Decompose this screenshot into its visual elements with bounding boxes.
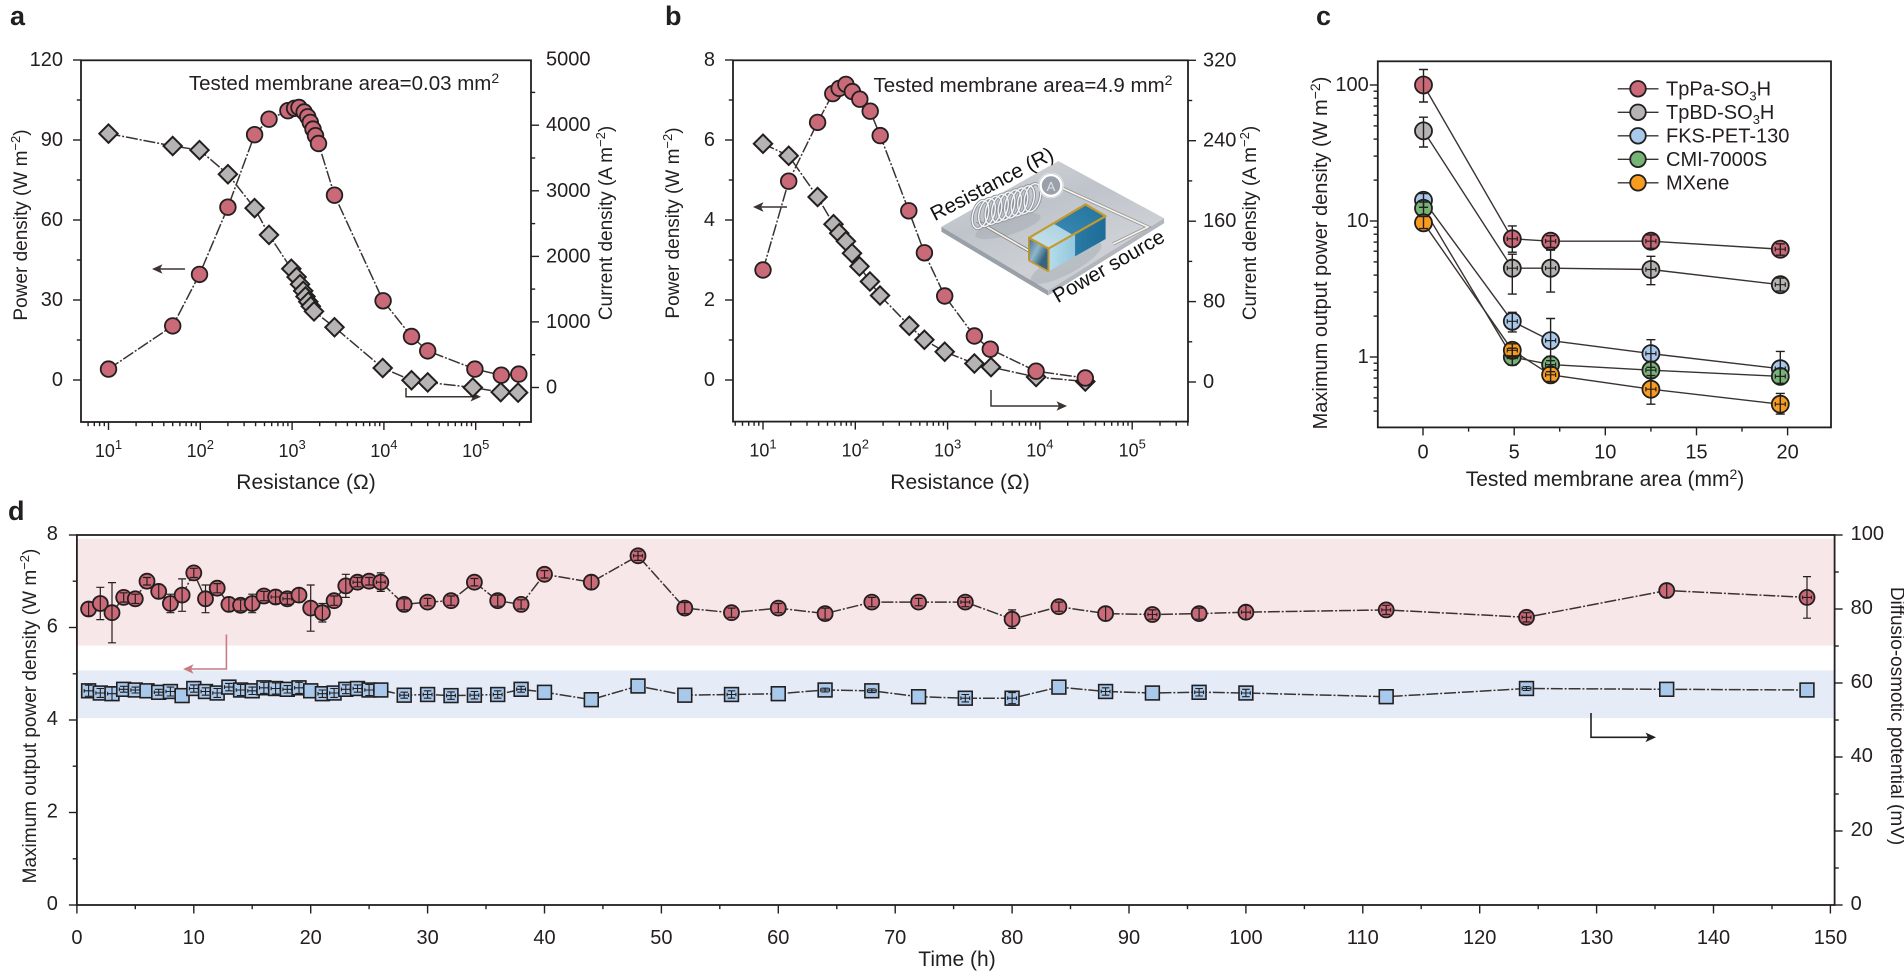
svg-text:110: 110 xyxy=(1347,927,1379,949)
svg-text:5000: 5000 xyxy=(546,49,591,71)
svg-text:8: 8 xyxy=(47,523,58,545)
svg-text:c: c xyxy=(1316,1,1331,31)
svg-text:2: 2 xyxy=(47,801,58,823)
svg-text:130: 130 xyxy=(1580,927,1613,949)
svg-text:150: 150 xyxy=(1814,927,1847,949)
svg-text:120: 120 xyxy=(1463,927,1496,949)
svg-text:0: 0 xyxy=(1851,893,1862,915)
svg-text:15: 15 xyxy=(1685,441,1707,463)
svg-text:40: 40 xyxy=(1851,745,1873,767)
svg-text:30: 30 xyxy=(416,927,438,949)
svg-text:Time (h): Time (h) xyxy=(918,948,995,971)
svg-text:A: A xyxy=(1047,179,1056,194)
svg-text:0: 0 xyxy=(1203,371,1214,393)
svg-text:Current density (A m−2): Current density (A m−2) xyxy=(1237,126,1261,320)
svg-text:Current density (A m−2): Current density (A m−2) xyxy=(593,126,617,320)
svg-text:120: 120 xyxy=(30,49,63,71)
svg-text:Resistance (Ω): Resistance (Ω) xyxy=(236,471,375,494)
svg-text:20: 20 xyxy=(300,927,322,949)
svg-text:3000: 3000 xyxy=(546,180,591,202)
svg-text:6: 6 xyxy=(704,129,715,151)
svg-text:6: 6 xyxy=(47,616,58,638)
svg-text:20: 20 xyxy=(1851,819,1873,841)
svg-text:100: 100 xyxy=(1229,927,1262,949)
svg-text:a: a xyxy=(10,1,26,31)
svg-text:10: 10 xyxy=(1594,441,1616,463)
svg-text:0: 0 xyxy=(71,927,82,949)
svg-text:Tested membrane area=4.9 mm2: Tested membrane area=4.9 mm2 xyxy=(874,72,1173,97)
svg-text:60: 60 xyxy=(41,209,63,231)
svg-text:50: 50 xyxy=(650,927,672,949)
svg-text:0: 0 xyxy=(47,893,58,915)
svg-text:320: 320 xyxy=(1203,49,1236,71)
svg-text:Maximum output power density (: Maximum output power density (W m−2) xyxy=(17,549,41,884)
svg-text:70: 70 xyxy=(884,927,906,949)
svg-text:Power density (W m−2): Power density (W m−2) xyxy=(8,129,32,320)
svg-text:MXene: MXene xyxy=(1666,172,1729,194)
svg-text:0: 0 xyxy=(1417,441,1428,463)
svg-text:60: 60 xyxy=(1851,671,1873,693)
svg-text:100: 100 xyxy=(1851,523,1884,545)
svg-text:90: 90 xyxy=(41,129,63,151)
svg-text:Tested membrane area=0.03 mm2: Tested membrane area=0.03 mm2 xyxy=(189,70,500,95)
svg-text:d: d xyxy=(8,496,25,526)
svg-text:90: 90 xyxy=(1118,927,1140,949)
svg-text:5: 5 xyxy=(1509,441,1520,463)
svg-text:Maximum output power density (: Maximum output power density (W m−2) xyxy=(1307,77,1332,430)
svg-text:80: 80 xyxy=(1001,927,1023,949)
svg-text:Tested membrane area (mm2): Tested membrane area (mm2) xyxy=(1466,466,1745,491)
svg-text:4000: 4000 xyxy=(546,114,591,136)
svg-text:240: 240 xyxy=(1203,130,1236,152)
svg-text:FKS-PET-130: FKS-PET-130 xyxy=(1666,125,1789,147)
svg-text:b: b xyxy=(665,1,682,31)
svg-text:4: 4 xyxy=(47,708,58,730)
svg-text:Diffusio-osmotic potential (mV: Diffusio-osmotic potential (mV) xyxy=(1886,587,1904,845)
svg-text:10: 10 xyxy=(1347,210,1369,232)
svg-text:80: 80 xyxy=(1851,597,1873,619)
svg-text:0: 0 xyxy=(546,377,557,399)
svg-text:1000: 1000 xyxy=(546,311,591,333)
svg-text:30: 30 xyxy=(41,289,63,311)
svg-text:4: 4 xyxy=(704,209,715,231)
svg-text:160: 160 xyxy=(1203,210,1236,232)
svg-text:0: 0 xyxy=(704,369,715,391)
svg-text:140: 140 xyxy=(1697,927,1730,949)
svg-text:2000: 2000 xyxy=(546,245,591,267)
svg-text:Power density (W m−2): Power density (W m−2) xyxy=(660,127,684,318)
svg-text:0: 0 xyxy=(52,369,63,391)
svg-text:40: 40 xyxy=(533,927,555,949)
svg-text:10: 10 xyxy=(183,927,205,949)
svg-text:104: 104 xyxy=(1026,437,1053,461)
svg-text:Resistance (Ω): Resistance (Ω) xyxy=(890,471,1029,494)
svg-text:8: 8 xyxy=(704,49,715,71)
svg-text:80: 80 xyxy=(1203,291,1225,313)
svg-text:1: 1 xyxy=(1358,346,1369,368)
svg-text:CMI-7000S: CMI-7000S xyxy=(1666,149,1767,171)
svg-text:20: 20 xyxy=(1776,441,1798,463)
svg-text:60: 60 xyxy=(767,927,789,949)
svg-text:100: 100 xyxy=(1335,74,1368,96)
svg-text:2: 2 xyxy=(704,289,715,311)
